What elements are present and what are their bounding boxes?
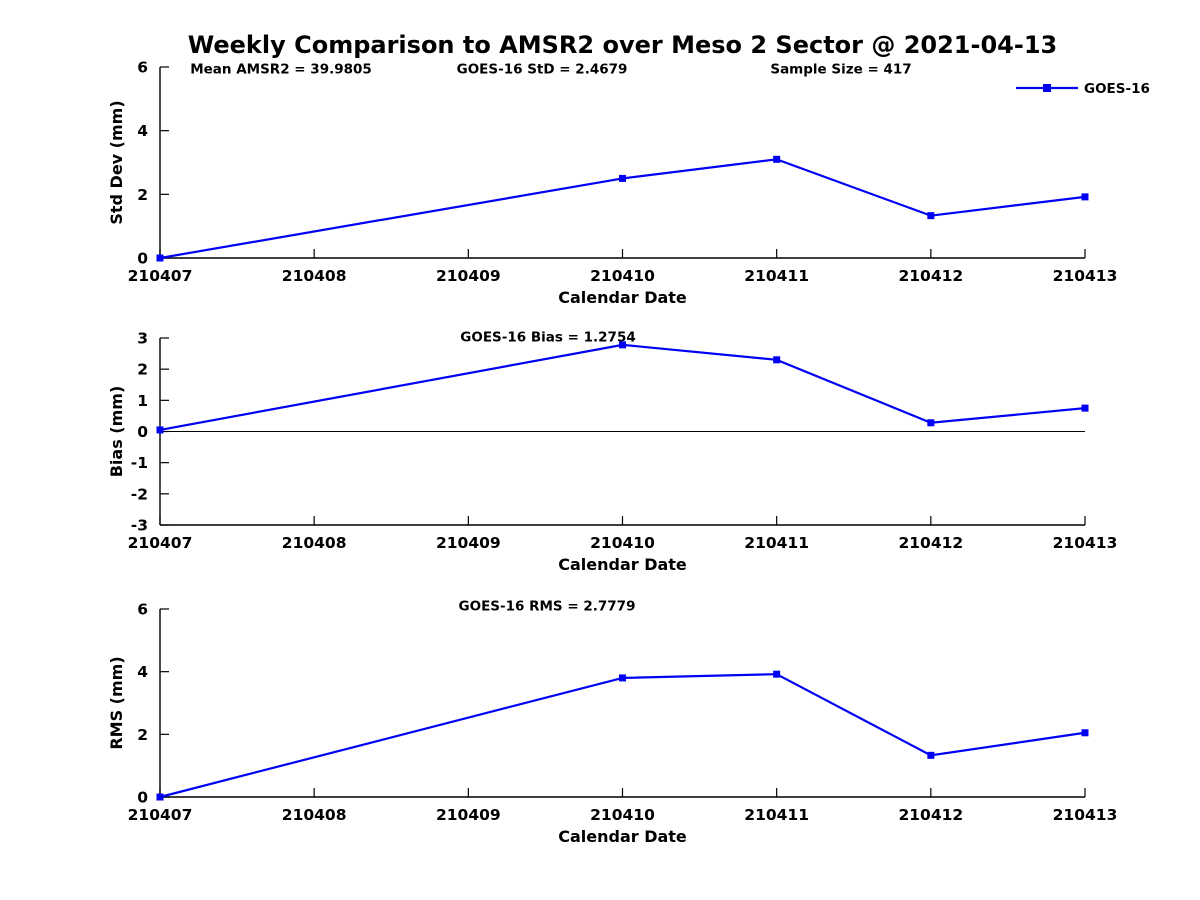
- series-marker: [156, 426, 164, 434]
- series-marker: [1081, 404, 1089, 412]
- x-tick-label: 210407: [128, 806, 193, 824]
- x-tick-label: 210408: [282, 806, 347, 824]
- stat-annotation: GOES-16 Bias = 1.2754: [460, 330, 635, 346]
- y-tick-label: 6: [137, 601, 148, 619]
- x-tick-label: 210409: [436, 806, 501, 824]
- series-marker: [927, 419, 935, 427]
- x-axis-label: Calendar Date: [558, 288, 687, 307]
- y-tick-label: 2: [137, 726, 148, 744]
- y-tick-label: 4: [137, 122, 148, 140]
- series-line: [159, 343, 1086, 432]
- x-tick-label: 210411: [744, 534, 809, 552]
- x-tick-label: 210410: [590, 534, 655, 552]
- legend-label: GOES-16: [1084, 81, 1150, 97]
- series-marker: [156, 793, 164, 801]
- series-marker: [619, 341, 626, 349]
- y-tick-label: 1: [137, 392, 148, 410]
- x-tick-label: 210407: [128, 534, 193, 552]
- y-tick-label: 6: [137, 59, 148, 77]
- series-marker: [1081, 193, 1089, 201]
- y-tick-label: 4: [137, 663, 148, 681]
- y-tick-label: 2: [137, 361, 148, 379]
- y-axis-label: Std Dev (mm): [107, 100, 126, 224]
- series-marker: [619, 174, 626, 182]
- x-axis-label: Calendar Date: [558, 555, 687, 574]
- stat-annotation: Mean AMSR2 = 39.9805: [190, 62, 372, 78]
- y-tick-label: -1: [131, 454, 148, 472]
- x-tick-label: 210409: [436, 534, 501, 552]
- x-tick-label: 210410: [590, 806, 655, 824]
- series-marker: [927, 751, 935, 759]
- x-tick-label: 210413: [1053, 806, 1118, 824]
- series-line: [159, 673, 1086, 799]
- series-marker: [156, 254, 164, 262]
- y-axis-label: Bias (mm): [107, 386, 126, 478]
- y-tick-label: -3: [131, 517, 148, 535]
- series-line: [159, 158, 1086, 260]
- x-tick-label: 210407: [128, 267, 193, 285]
- x-tick-label: 210409: [436, 267, 501, 285]
- stat-annotation: GOES-16 StD = 2.4679: [457, 62, 628, 78]
- y-tick-label: 0: [137, 789, 148, 807]
- stat-annotation: GOES-16 RMS = 2.7779: [459, 599, 636, 615]
- x-tick-label: 210412: [898, 267, 963, 285]
- y-tick-label: 0: [137, 250, 148, 268]
- series-marker: [773, 155, 781, 163]
- series-marker: [773, 356, 781, 364]
- x-tick-label: 210412: [898, 534, 963, 552]
- series-marker: [927, 212, 935, 220]
- x-tick-label: 210413: [1053, 534, 1118, 552]
- x-tick-label: 210411: [744, 806, 809, 824]
- x-axis-label: Calendar Date: [558, 827, 687, 846]
- figure-title: Weekly Comparison to AMSR2 over Meso 2 S…: [187, 31, 1058, 59]
- y-axis-label: RMS (mm): [107, 656, 126, 749]
- stat-annotation: Sample Size = 417: [770, 62, 911, 78]
- y-tick-label: 0: [137, 423, 148, 441]
- series-marker: [619, 674, 626, 682]
- x-tick-label: 210411: [744, 267, 809, 285]
- series-marker: [773, 670, 781, 678]
- x-tick-label: 210410: [590, 267, 655, 285]
- y-tick-label: 3: [137, 330, 148, 348]
- legend-marker: [1043, 84, 1051, 92]
- x-tick-label: 210408: [282, 267, 347, 285]
- x-tick-label: 210408: [282, 534, 347, 552]
- x-tick-label: 210412: [898, 806, 963, 824]
- series-marker: [1081, 729, 1089, 737]
- y-tick-label: 2: [137, 186, 148, 204]
- x-tick-label: 210413: [1053, 267, 1118, 285]
- y-tick-label: -2: [131, 485, 148, 503]
